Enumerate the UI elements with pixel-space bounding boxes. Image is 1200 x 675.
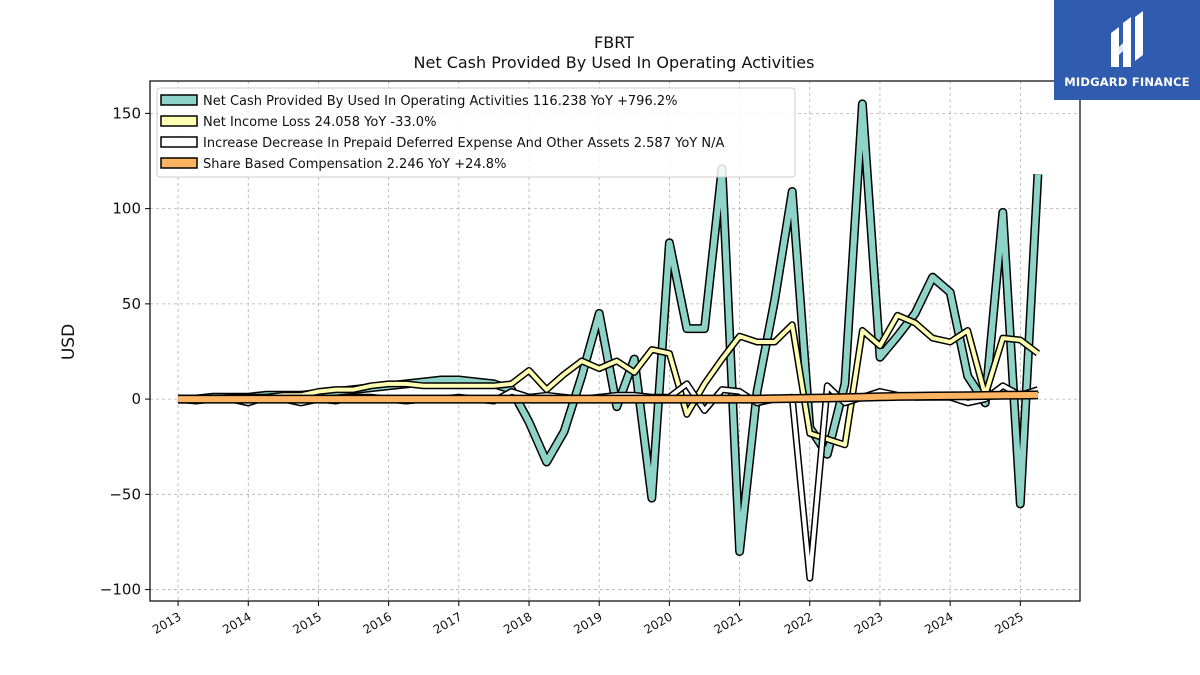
series-layer [177,99,1043,582]
legend-box [156,87,796,178]
legend-swatch [160,157,198,169]
series-line [178,313,1040,447]
y-axis-label: USD [59,324,79,360]
series-2 [177,380,1039,582]
plot-frame [149,80,1081,602]
y-tick-label: −100 [100,581,141,599]
chart-subtitle: Net Cash Provided By Used In Operating A… [414,53,815,72]
legend-entry: Share Based Compensation 2.246 YoY +24.8… [203,157,506,172]
series-3 [178,390,1038,404]
x-tick-label: 2018 [501,609,534,636]
legend-entry: Net Cash Provided By Used In Operating A… [203,94,677,109]
legend-swatch [160,94,198,106]
x-tick-label: 2025 [992,609,1025,636]
series-line-outline [177,380,1039,582]
midgard-monogram-icon [1111,11,1143,67]
y-tick-label: 150 [112,104,141,122]
x-tick-label: 2020 [641,609,674,636]
brand-logo: MIDGARD FINANCE [1054,0,1200,100]
legend: Net Cash Provided By Used In Operating A… [156,87,796,178]
y-tick-label: −50 [109,485,141,503]
x-tick-label: 2015 [290,609,323,636]
x-tick-label: 2024 [922,609,955,636]
x-tick-label: 2022 [782,609,815,636]
series-1 [178,311,1041,449]
x-tick-label: 2021 [712,609,745,636]
brand-name: MIDGARD FINANCE [1064,75,1190,89]
legend-swatch [160,136,198,148]
legend-entry: Net Income Loss 24.058 YoY -33.0% [203,115,436,130]
chart-title: FBRT [594,33,634,52]
y-tick-label: 0 [131,390,141,408]
series-line [177,381,1039,581]
y-tick-label: 100 [112,200,141,218]
x-tick-label: 2023 [852,609,885,636]
x-tick-label: 2016 [361,609,394,636]
x-tick-label: 2017 [431,609,464,636]
x-tick-label: 2019 [571,609,604,636]
y-tick-label: 50 [122,295,141,313]
x-tick-label: 2014 [220,609,253,636]
legend-entry: Increase Decrease In Prepaid Deferred Ex… [203,136,724,151]
series-line [178,391,1038,403]
x-tick-label: 2013 [150,609,183,636]
axes: −100 −50 0 50 100 150 2013 2014 2015 2016 2017 2018… [100,104,1026,636]
legend-swatch [160,115,198,127]
